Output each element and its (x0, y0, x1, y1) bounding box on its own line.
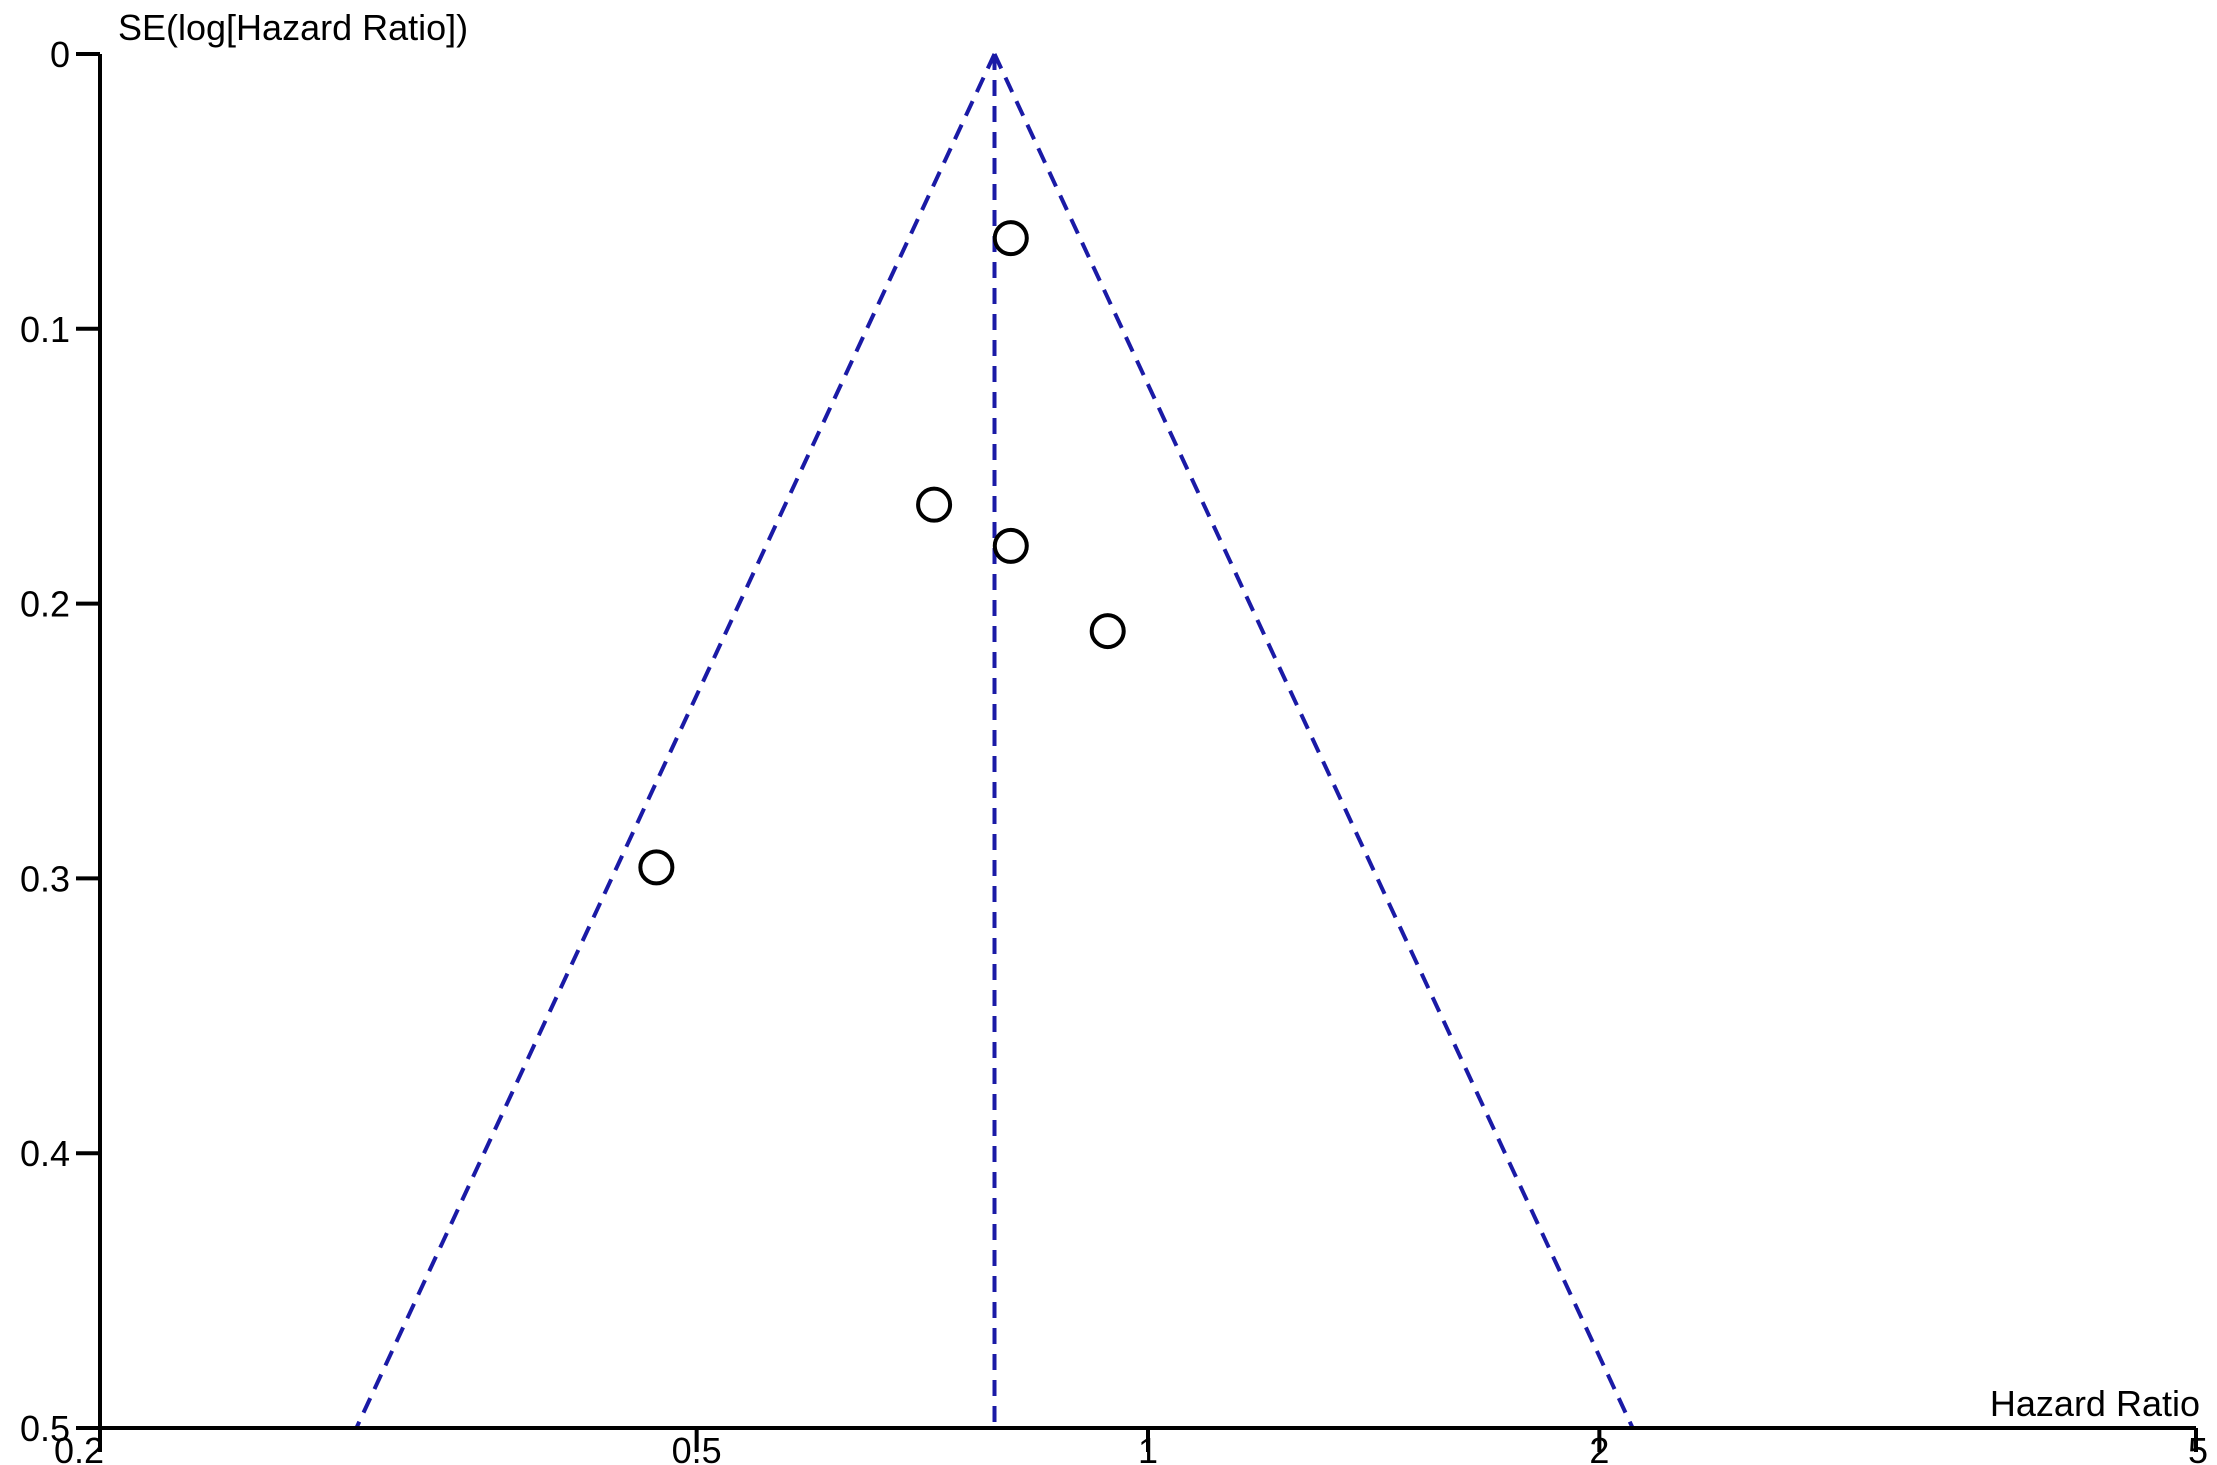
study-point (992, 527, 1029, 564)
y-axis-title: SE(log[Hazard Ratio]) (118, 7, 468, 48)
funnel-left-limit (354, 53, 997, 1429)
study-point (916, 486, 953, 523)
x-axis-ticks: 0.2 0.5 1 2 5 (54, 1428, 2208, 1465)
x-tick-label: 1 (1138, 1430, 1158, 1465)
x-tick-label: 0.5 (672, 1430, 722, 1465)
study-points (638, 220, 1126, 886)
study-point (1089, 613, 1126, 650)
funnel-lines (354, 53, 1635, 1429)
study-point (638, 849, 675, 886)
y-tick-label: 0.2 (20, 584, 70, 625)
x-tick-label: 2 (1589, 1430, 1609, 1465)
y-tick-label: 0.5 (20, 1408, 70, 1449)
axes: 00.10.20.30.40.5 0.2 0.5 1 2 5 SE(log[Hazard… (20, 7, 2208, 1465)
x-tick-label: 0.2 (54, 1430, 104, 1465)
x-tick-label: 5 (2188, 1430, 2208, 1465)
y-tick-label: 0.1 (20, 309, 70, 350)
y-tick-label: 0 (50, 34, 70, 75)
y-axis-ticks: 0 0.1 0.2 0.3 0.4 0.5 (20, 34, 100, 1449)
study-point (992, 220, 1029, 257)
x-axis-title: Hazard Ratio (1990, 1383, 2200, 1424)
y-tick-label: 0.4 (20, 1133, 70, 1174)
funnel-right-limit (992, 53, 1635, 1429)
y-tick-label: 0.3 (20, 858, 70, 899)
